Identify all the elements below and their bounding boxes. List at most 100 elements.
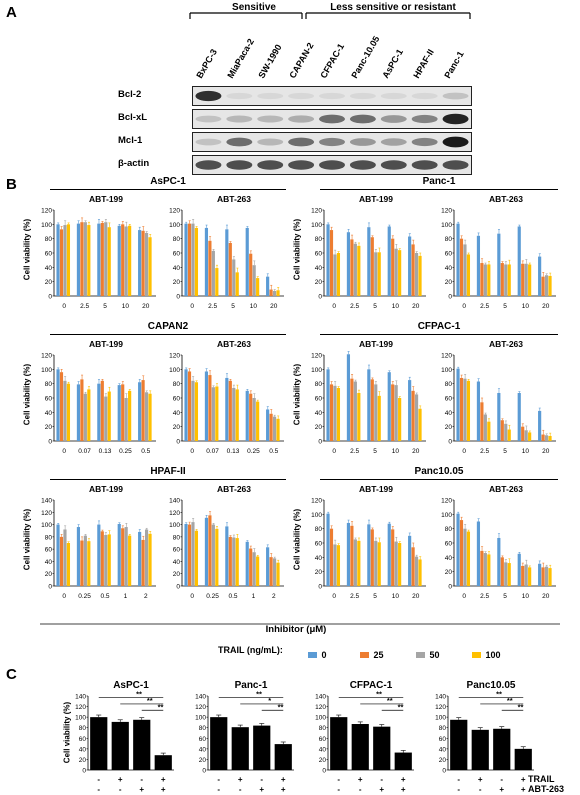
treatment-sign: + (358, 775, 363, 784)
y-tick-label: 140 (435, 694, 446, 701)
bar (276, 562, 280, 586)
blot-band (411, 137, 438, 147)
bar (184, 523, 188, 586)
y-tick-label: 40 (45, 410, 53, 417)
y-tick-label: 40 (319, 746, 327, 753)
bar (398, 543, 402, 586)
bar (480, 550, 484, 586)
x-tick-label: 2.5 (480, 303, 489, 310)
bar (476, 235, 481, 296)
blot-band (226, 137, 253, 147)
bar (249, 393, 253, 441)
bar (394, 752, 412, 770)
blot-band (319, 160, 345, 170)
bar (269, 557, 273, 586)
y-tick-label: 40 (445, 410, 453, 417)
x-tick-label: 10 (392, 303, 400, 310)
bar (141, 380, 145, 441)
bar (204, 371, 209, 441)
bar (256, 401, 260, 441)
significance-stars: ** (387, 696, 393, 705)
y-tick-label: 100 (41, 522, 52, 529)
bar (346, 522, 351, 586)
y-tick-label: 100 (41, 222, 52, 229)
bar (128, 225, 132, 296)
y-tick-label: 60 (445, 541, 453, 548)
y-tick-label: 40 (173, 265, 181, 272)
bar (326, 369, 330, 441)
blot-band (442, 92, 469, 100)
bar (225, 526, 229, 586)
y-tick-label: 40 (79, 746, 87, 753)
legend-swatch-100 (472, 652, 481, 658)
bar (329, 384, 334, 441)
y-tick-label: 60 (45, 251, 53, 258)
panel-a-letter: A (6, 4, 17, 21)
bar (104, 535, 108, 586)
legend-label-25: 25 (373, 650, 384, 660)
bar (66, 543, 71, 586)
y-tick-label: 120 (41, 510, 52, 517)
bar (353, 539, 357, 586)
x-tick-label: 0.25 (206, 593, 219, 600)
blot-band (349, 160, 376, 170)
bar (418, 255, 422, 296)
bar (63, 225, 67, 296)
significance-stars: ** (158, 702, 164, 711)
bar (541, 434, 545, 441)
bar-chart-5: 0 20 40 60 80 100 120 0 0.07 0.13 0.25 0.5 (169, 353, 284, 455)
bar (476, 381, 481, 441)
bar (517, 392, 521, 441)
significance-stars: ** (507, 696, 513, 705)
significance-stars: ** (278, 702, 284, 711)
x-tick-label: 10 (522, 448, 530, 455)
y-tick-label: 20 (445, 424, 453, 431)
blot-strip-3 (192, 155, 472, 175)
bar-chart-7: 0 20 40 60 80 100 120 0 2.5 5 10 20 (441, 353, 556, 455)
bar (326, 513, 330, 586)
x-tick-label: 2.5 (350, 593, 359, 600)
treatment-sign: - (479, 785, 482, 794)
bar (76, 527, 81, 586)
x-tick-label: 0.5 (100, 593, 109, 600)
bar (370, 379, 374, 441)
bar (269, 289, 273, 296)
y-tick-label: 120 (311, 353, 322, 360)
y-tick-label: 60 (315, 541, 323, 548)
blot-band (380, 115, 407, 123)
x-tick-label: 0 (332, 303, 336, 310)
bar (208, 240, 212, 296)
bar (463, 378, 467, 441)
bar-chart-11: 0 20 40 60 80 100 120 0 2.5 5 10 20 (441, 498, 556, 600)
y-tick-label: 20 (319, 757, 327, 764)
bar (476, 521, 481, 586)
bar (211, 524, 215, 586)
blot-band (195, 90, 222, 102)
bar (80, 379, 84, 441)
bar (408, 535, 412, 586)
x-tick-label: 0 (332, 593, 336, 600)
bar (524, 263, 528, 296)
bar (414, 394, 419, 441)
bar (521, 263, 525, 296)
x-tick-label: 2.5 (350, 448, 359, 455)
y-tick-label: 0 (176, 294, 180, 301)
y-tick-label: 100 (315, 715, 326, 722)
blot-band (195, 160, 222, 170)
bar-chart-4: 0 20 40 60 80 100 120 0 0.07 0.13 0.25 0.5 (41, 353, 156, 455)
y-tick-label: 80 (445, 236, 453, 243)
y-tick-label: 80 (173, 534, 181, 541)
inhibitor-axis-title: Inhibitor (μM) (265, 624, 327, 635)
bar (80, 540, 84, 586)
y-tick-label: 0 (48, 439, 52, 446)
y-tick-label: 0 (442, 768, 446, 775)
treatment-sign: + (521, 785, 526, 794)
bar (387, 523, 391, 586)
y-tick-label: 40 (445, 555, 453, 562)
bar (391, 238, 395, 296)
treatment-sign: - (97, 775, 100, 784)
x-tick-label: 2.5 (350, 303, 359, 310)
bar (59, 536, 64, 586)
panel-c-letter: C (6, 666, 17, 683)
bar (76, 384, 81, 441)
